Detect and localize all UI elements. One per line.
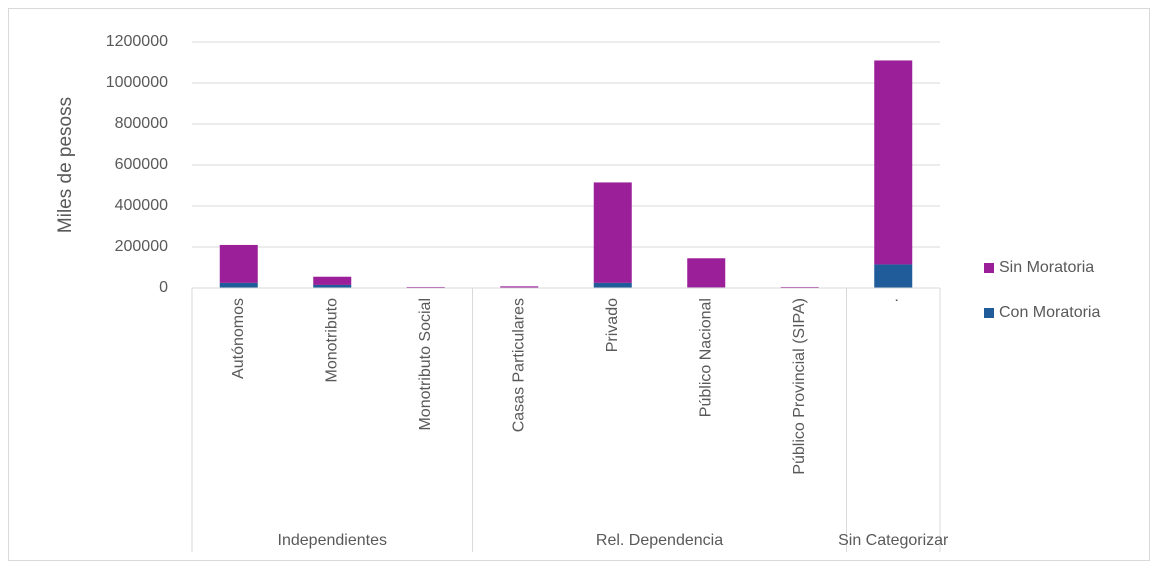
x-tick-label: Monotributo Social <box>417 298 434 431</box>
x-tick-label: Autónomos <box>230 298 247 379</box>
y-tick-label: 1200000 <box>106 33 168 50</box>
bar-segment <box>313 284 352 288</box>
legend-label: Sin Moratoria <box>999 259 1094 276</box>
bar-segment <box>219 282 258 288</box>
legend-label: Con Moratoria <box>999 304 1100 321</box>
x-tick-label: Público Provincial (SIPA) <box>791 298 808 475</box>
y-tick-label: 600000 <box>115 156 168 173</box>
x-tick-label: Público Nacional <box>697 298 714 417</box>
group-label: Independientes <box>278 532 387 549</box>
y-tick-label: 1000000 <box>106 74 168 91</box>
x-tick-label: Monotributo <box>323 298 340 383</box>
y-tick-label: 0 <box>159 279 168 296</box>
y-axis-label: Miles de pesoss <box>55 97 76 233</box>
group-label: Sin Categorizar <box>838 532 949 549</box>
legend-swatch <box>984 263 994 273</box>
y-tick-label: 800000 <box>115 115 168 132</box>
bar-segment <box>874 264 913 288</box>
legend-swatch <box>984 308 994 318</box>
bar-segment <box>593 182 632 283</box>
bar-segment <box>874 60 913 265</box>
y-tick-label: 400000 <box>115 197 168 214</box>
x-tick-label: Privado <box>604 298 621 352</box>
bar-segment <box>219 244 258 283</box>
group-label: Rel. Dependencia <box>596 532 723 549</box>
chart-border <box>8 8 1150 561</box>
bar-segment <box>406 286 445 288</box>
bar-segment <box>500 286 539 288</box>
bar-segment <box>780 286 819 288</box>
x-tick-label: Casas Particulares <box>510 298 527 432</box>
bar-segment <box>593 282 632 288</box>
bar-segment <box>313 276 352 285</box>
x-tick-label: . <box>884 298 901 302</box>
bar-segment <box>687 258 726 288</box>
y-tick-label: 200000 <box>115 238 168 255</box>
